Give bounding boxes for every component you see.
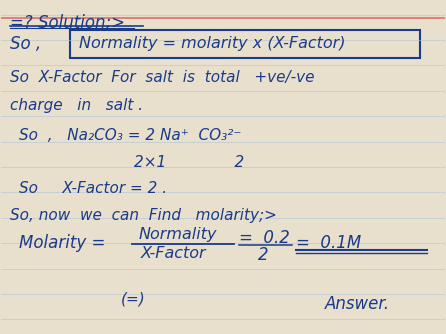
Text: 2: 2 bbox=[258, 246, 268, 264]
Text: 2×1              2: 2×1 2 bbox=[134, 155, 244, 170]
Text: So ,: So , bbox=[10, 35, 41, 53]
Text: Answer.: Answer. bbox=[325, 296, 390, 313]
Text: =? Solution;>: =? Solution;> bbox=[10, 14, 125, 32]
Text: Normality = molarity x (X-Factor): Normality = molarity x (X-Factor) bbox=[79, 36, 346, 51]
Text: X-Factor: X-Factor bbox=[141, 245, 206, 261]
Text: So  X-Factor  For  salt  is  total   +ve/-ve: So X-Factor For salt is total +ve/-ve bbox=[10, 70, 315, 85]
Text: Normality: Normality bbox=[139, 227, 217, 242]
Text: =  0.1M: = 0.1M bbox=[296, 234, 361, 252]
Text: (=): (=) bbox=[121, 292, 146, 307]
Text: Molarity =: Molarity = bbox=[19, 234, 106, 252]
Text: So  ,   Na₂CO₃ = 2 Na⁺  CO₃²⁻: So , Na₂CO₃ = 2 Na⁺ CO₃²⁻ bbox=[19, 128, 241, 143]
Text: So     X-Factor = 2 .: So X-Factor = 2 . bbox=[19, 181, 167, 196]
Text: So, now  we  can  Find   molarity;>: So, now we can Find molarity;> bbox=[10, 207, 277, 222]
Text: =  0.2: = 0.2 bbox=[239, 229, 289, 247]
Text: charge   in   salt .: charge in salt . bbox=[10, 98, 143, 113]
